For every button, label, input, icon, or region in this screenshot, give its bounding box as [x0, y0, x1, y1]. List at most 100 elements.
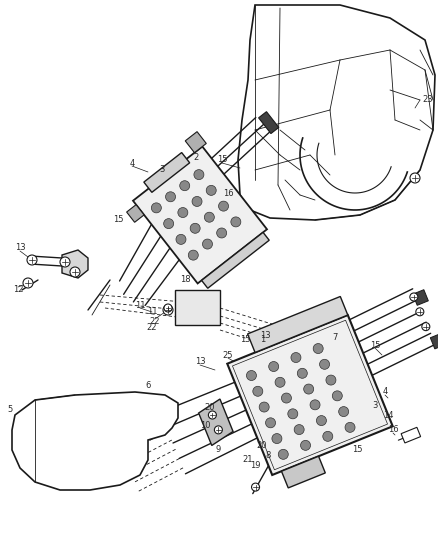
Circle shape — [332, 391, 343, 401]
Text: 18: 18 — [180, 276, 191, 285]
Text: 22: 22 — [150, 318, 160, 327]
Circle shape — [214, 426, 223, 434]
Text: 21: 21 — [243, 456, 253, 464]
Circle shape — [313, 344, 323, 353]
Circle shape — [310, 400, 320, 410]
Circle shape — [208, 411, 216, 419]
Text: 13: 13 — [260, 332, 270, 341]
Text: 2: 2 — [193, 154, 198, 163]
Circle shape — [60, 257, 70, 267]
Polygon shape — [227, 315, 393, 475]
Circle shape — [152, 203, 161, 213]
Circle shape — [205, 212, 214, 222]
Circle shape — [164, 219, 173, 229]
Circle shape — [178, 207, 188, 217]
Text: 14: 14 — [383, 410, 393, 419]
Circle shape — [180, 181, 190, 191]
Polygon shape — [144, 152, 190, 192]
Text: 11: 11 — [135, 301, 145, 310]
Polygon shape — [201, 232, 269, 288]
Circle shape — [206, 185, 216, 196]
Circle shape — [23, 278, 33, 288]
Text: 5: 5 — [7, 406, 13, 415]
Circle shape — [422, 322, 430, 330]
Text: 9: 9 — [215, 446, 221, 455]
Circle shape — [176, 235, 186, 244]
Circle shape — [297, 368, 307, 378]
Text: 15: 15 — [370, 341, 380, 350]
Text: 7: 7 — [332, 333, 338, 342]
Circle shape — [192, 197, 202, 206]
Circle shape — [416, 308, 424, 316]
Text: 19: 19 — [250, 461, 260, 470]
Text: 23: 23 — [423, 95, 433, 104]
Polygon shape — [247, 296, 348, 352]
Circle shape — [294, 425, 304, 434]
Circle shape — [27, 255, 37, 265]
Circle shape — [251, 483, 260, 491]
Polygon shape — [62, 250, 88, 278]
Polygon shape — [199, 399, 233, 446]
Circle shape — [231, 217, 241, 227]
Circle shape — [291, 352, 301, 362]
Text: 13: 13 — [194, 358, 205, 367]
Circle shape — [202, 239, 212, 249]
Text: 8: 8 — [265, 450, 271, 459]
Text: 11: 11 — [147, 308, 157, 317]
Circle shape — [190, 223, 200, 233]
Text: 12: 12 — [13, 286, 23, 295]
Circle shape — [268, 361, 279, 372]
Text: 15: 15 — [217, 156, 227, 165]
Polygon shape — [127, 205, 144, 222]
Circle shape — [410, 293, 418, 301]
Bar — [175, 290, 220, 325]
Text: 16: 16 — [223, 189, 233, 198]
Polygon shape — [282, 456, 325, 488]
Text: 6: 6 — [145, 381, 151, 390]
Polygon shape — [238, 5, 435, 220]
Text: 4: 4 — [382, 387, 388, 397]
Circle shape — [282, 393, 291, 403]
Circle shape — [219, 201, 229, 211]
Circle shape — [288, 409, 298, 419]
Circle shape — [217, 228, 226, 238]
Text: 22: 22 — [147, 324, 157, 333]
Text: 15: 15 — [240, 335, 250, 344]
Text: 3: 3 — [372, 400, 378, 409]
Circle shape — [164, 304, 172, 312]
Circle shape — [410, 173, 420, 183]
Polygon shape — [12, 392, 178, 490]
Circle shape — [253, 386, 263, 396]
Circle shape — [320, 359, 329, 369]
Circle shape — [300, 440, 311, 450]
Circle shape — [259, 402, 269, 412]
Circle shape — [326, 375, 336, 385]
Text: 4: 4 — [129, 158, 134, 167]
Circle shape — [275, 377, 285, 387]
Circle shape — [188, 250, 198, 260]
Text: 15: 15 — [352, 446, 362, 455]
Text: 20: 20 — [205, 403, 215, 413]
Circle shape — [316, 416, 326, 425]
Polygon shape — [258, 112, 279, 134]
Text: 10: 10 — [200, 421, 210, 430]
Circle shape — [345, 422, 355, 432]
Circle shape — [194, 169, 204, 180]
Text: 3: 3 — [159, 166, 165, 174]
Polygon shape — [133, 147, 267, 284]
Text: 20: 20 — [257, 440, 267, 449]
Circle shape — [323, 431, 333, 441]
Circle shape — [265, 418, 276, 428]
Polygon shape — [413, 290, 428, 305]
Text: 13: 13 — [15, 244, 25, 253]
Text: 25: 25 — [223, 351, 233, 359]
Circle shape — [304, 384, 314, 394]
Circle shape — [166, 192, 176, 202]
Text: 1: 1 — [260, 335, 265, 344]
Polygon shape — [430, 333, 438, 349]
Circle shape — [339, 407, 349, 417]
Circle shape — [272, 433, 282, 443]
Text: 16: 16 — [388, 425, 398, 434]
Text: 15: 15 — [113, 215, 123, 224]
Polygon shape — [401, 427, 420, 443]
